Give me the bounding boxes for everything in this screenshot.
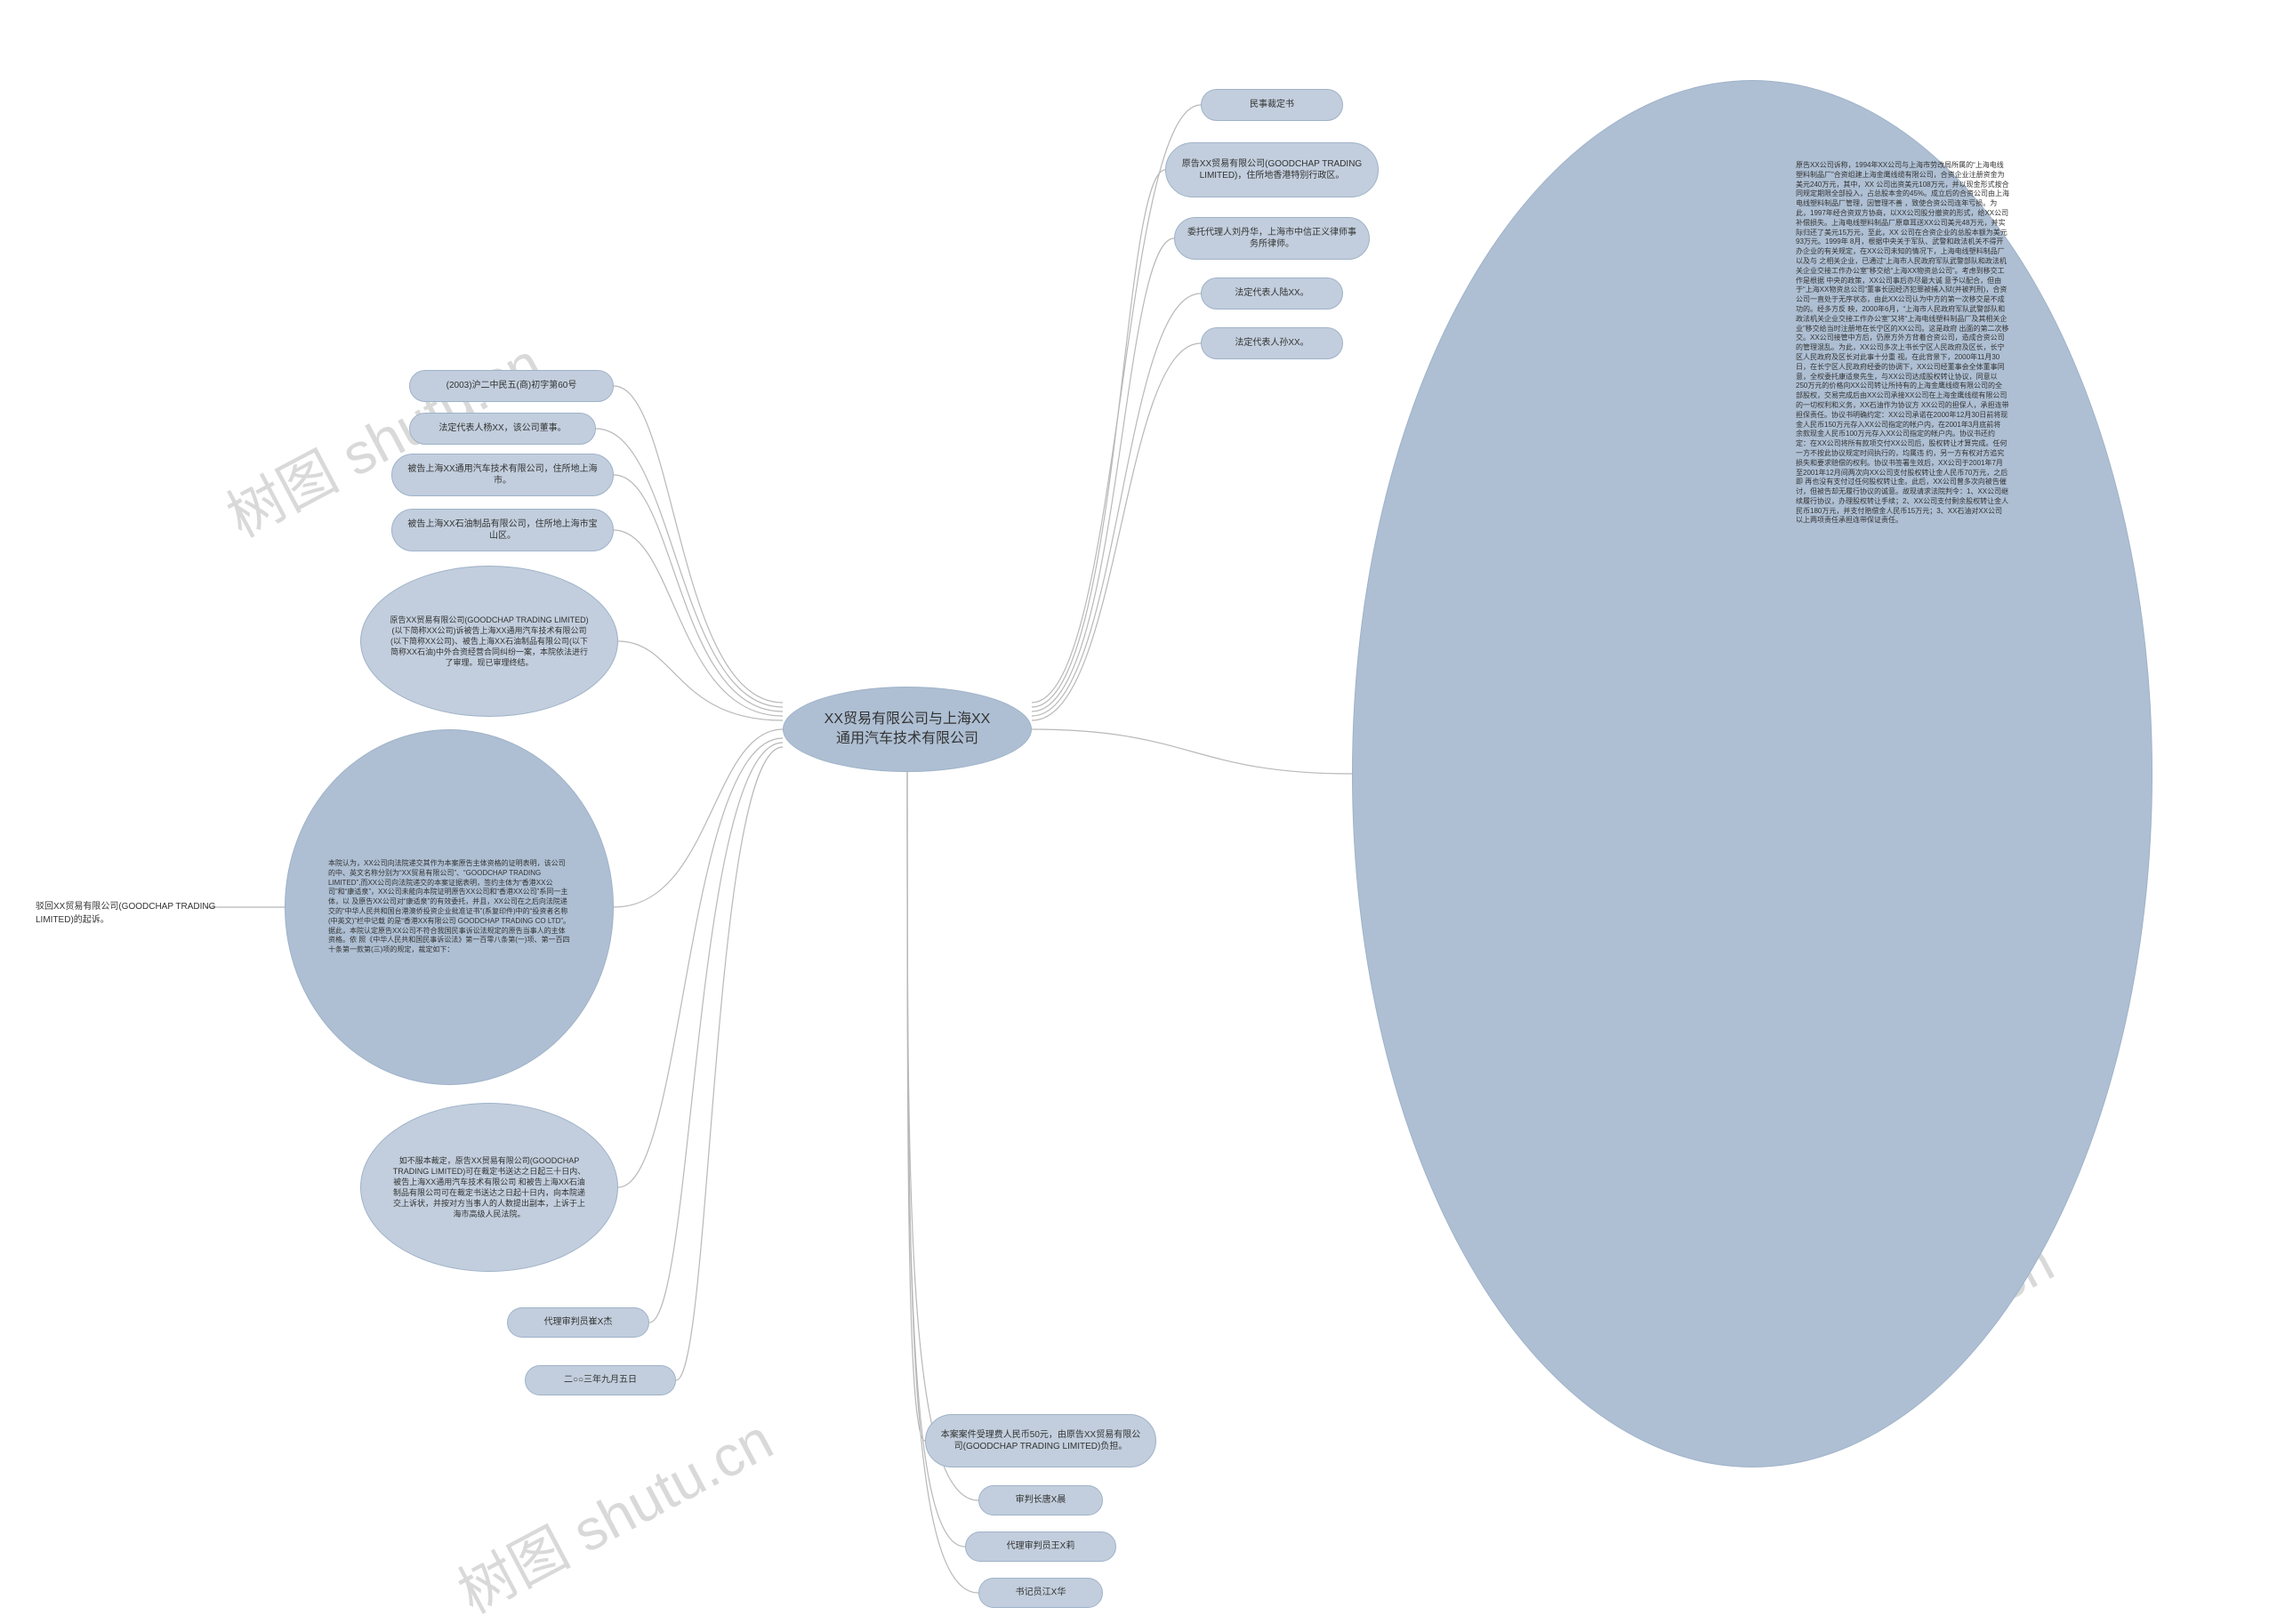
right-small-1: 原告XX贸易有限公司(GOODCHAP TRADING LIMITED)，住所地… [1165,142,1379,197]
watermark: 树图 shutu.cn [442,1395,785,1624]
right-small-3: 法定代表人陆XX。 [1201,277,1343,310]
bottom-small-4: 代理审判员王X莉 [965,1532,1116,1562]
left-small-3: 被告上海XX石油制品有限公司，住所地上海市宝山区。 [391,509,614,551]
right-small-0: 民事裁定书 [1201,89,1343,121]
left-big: 本院认为，XX公司向法院递交其作为本案原告主体资格的证明表明，该公司的中、英文名… [285,729,614,1085]
left-small-0: (2003)沪二中民五(商)初字第60号 [409,370,614,402]
footer-reject-text: 驳回XX贸易有限公司(GOODCHAP TRADING LIMITED)的起诉。 [36,898,240,925]
bottom-small-5: 书记员江X华 [978,1578,1103,1608]
left-small-1: 法定代表人杨XX，该公司董事。 [409,413,596,445]
bottom-small-1: 二○○三年九月五日 [525,1365,676,1395]
center-node: XX贸易有限公司与上海XX 通用汽车技术有限公司 [783,687,1032,772]
right-small-4: 法定代表人孙XX。 [1201,327,1343,359]
right-big: 原告XX公司诉称，1994年XX公司与上海市劳改局所属的“上海电线塑料制品厂”合… [1352,80,2152,1467]
bottom-small-2: 本案案件受理费人民币50元，由原告XX贸易有限公司(GOODCHAP TRADI… [925,1414,1156,1467]
right-small-2: 委托代理人刘丹华，上海市中信正义律师事务所律师。 [1174,217,1370,260]
bottom-small-0: 代理审判员崔X杰 [507,1307,649,1338]
bottom-small-3: 审判长唐X晨 [978,1485,1103,1515]
left-small-2: 被告上海XX通用汽车技术有限公司，住所地上海市。 [391,454,614,496]
left-medium-2: 如不服本裁定，原告XX贸易有限公司(GOODCHAP TRADING LIMIT… [360,1103,618,1272]
left-medium: 原告XX贸易有限公司(GOODCHAP TRADING LIMITED)(以下简… [360,566,618,717]
